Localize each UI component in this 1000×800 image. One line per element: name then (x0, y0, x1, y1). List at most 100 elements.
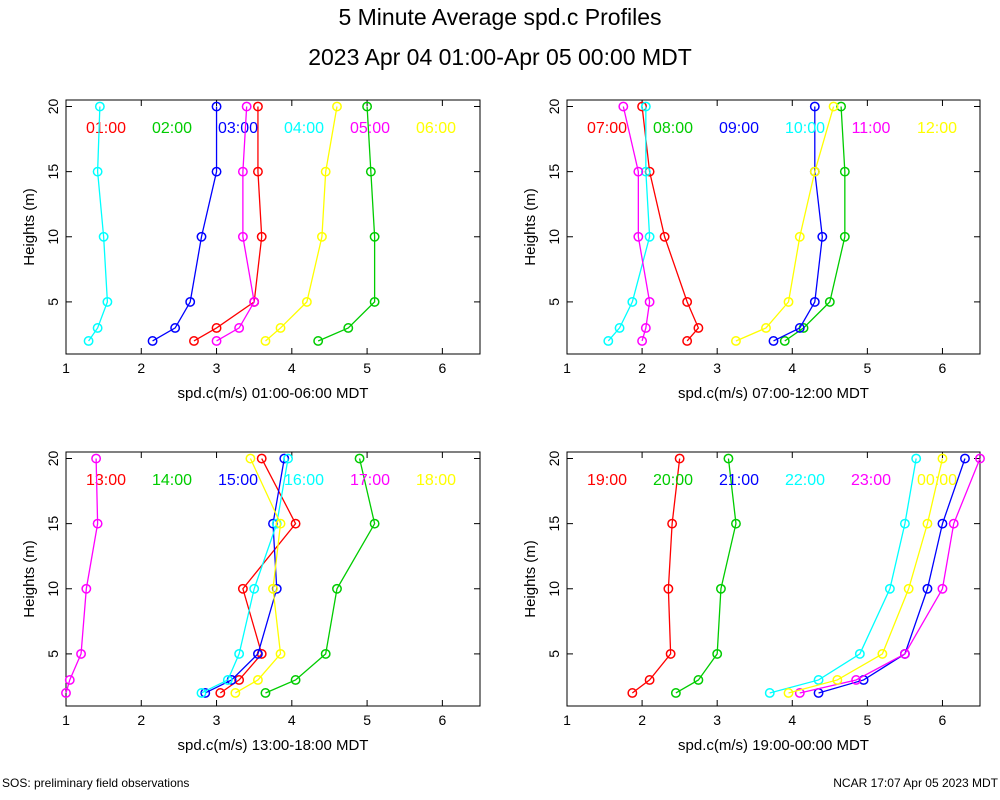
legend-entry: 13:00 (86, 472, 126, 489)
y-axis-label: Heights (m) (21, 540, 38, 618)
data-point (903, 583, 914, 594)
series-line-1000 (607, 106, 651, 342)
series-line-2000 (675, 458, 737, 694)
data-point (670, 688, 681, 698)
legend-entry: 19:00 (587, 472, 627, 489)
series-line-2300 (799, 458, 981, 694)
data-point (332, 583, 342, 594)
data-point (313, 336, 324, 346)
data-point (189, 336, 199, 346)
data-point (252, 166, 263, 177)
data-point (627, 296, 638, 307)
data-point (92, 518, 103, 529)
data-point (712, 648, 723, 659)
data-point (832, 674, 843, 685)
data-point (234, 322, 245, 333)
x-tick-label: 5 (363, 360, 371, 376)
x-tick-label: 5 (363, 712, 371, 728)
data-point (618, 101, 629, 112)
plot-frame (65, 451, 481, 707)
chart-title: 5 Minute Average spd.c Profiles (338, 4, 662, 30)
x-tick-label: 1 (62, 360, 70, 376)
data-point (948, 518, 959, 529)
x-tick-label: 3 (713, 712, 721, 728)
series-line-1500 (204, 458, 285, 694)
legend-entry: 17:00 (350, 472, 390, 489)
data-point (275, 518, 286, 529)
data-point (884, 583, 895, 594)
data-point (222, 674, 233, 685)
data-point (828, 101, 839, 112)
legend-entry: 06:00 (416, 120, 456, 137)
series-line-1400 (265, 458, 376, 694)
plot-frame (566, 99, 981, 355)
x-tick-label: 4 (288, 360, 296, 376)
x-axis-label: spd.c(m/s) 19:00-00:00 MDT (678, 737, 869, 754)
data-point (851, 674, 862, 685)
series-line-1100 (622, 106, 651, 342)
data-point (693, 674, 704, 685)
x-tick-label: 2 (638, 712, 646, 728)
data-point (237, 166, 248, 177)
data-point (211, 322, 222, 333)
data-point (275, 648, 286, 659)
data-point (682, 336, 693, 346)
data-point (794, 322, 805, 333)
legend-entry: 12:00 (917, 120, 957, 137)
legend-entry: 00:00 (917, 472, 957, 489)
series-line-1900 (631, 458, 681, 694)
data-point (640, 166, 651, 177)
data-point (211, 166, 222, 177)
series-line-1700 (65, 458, 99, 694)
data-point (76, 648, 87, 659)
data-point (937, 453, 948, 464)
data-point (836, 101, 847, 112)
data-point (200, 688, 211, 698)
data-point (260, 688, 271, 698)
legend-entry: 03:00 (218, 120, 258, 137)
panel-2: 1 2 3 4 5 6 5 10 15 20 spd.c(m/s) 07:00-12:00 MDT H… (522, 99, 981, 402)
series-line-0300 (152, 106, 218, 342)
data-point (809, 296, 820, 307)
data-point (794, 231, 805, 242)
data-point (627, 688, 638, 698)
series-line-1200 (735, 106, 835, 342)
y-tick-label: 20 (45, 99, 61, 115)
data-point (234, 648, 245, 659)
data-point (783, 688, 794, 698)
data-point (369, 231, 380, 242)
data-point (64, 674, 75, 685)
y-tick-label: 5 (546, 650, 562, 658)
legend-entry: 02:00 (152, 120, 192, 137)
data-point (354, 453, 365, 464)
data-point (260, 336, 271, 346)
data-point (301, 296, 312, 307)
y-tick-label: 5 (45, 298, 61, 306)
data-point (245, 453, 256, 464)
data-point (320, 648, 331, 659)
footer-source-note: SOS: preliminary field observations (2, 776, 190, 790)
data-point (362, 101, 373, 112)
data-point (960, 453, 970, 464)
data-point (854, 648, 865, 659)
data-point (91, 453, 102, 464)
data-point (839, 166, 850, 177)
data-point (241, 101, 252, 112)
data-point (809, 166, 820, 177)
data-point (147, 336, 158, 346)
data-point (98, 231, 109, 242)
data-point (81, 583, 92, 594)
data-point (813, 674, 824, 685)
data-point (268, 583, 278, 594)
y-tick-label: 5 (546, 298, 562, 306)
legend-entry: 15:00 (218, 472, 258, 489)
data-point (922, 518, 933, 529)
data-point (92, 322, 103, 333)
data-point (937, 518, 948, 529)
data-point (320, 166, 331, 177)
data-point (663, 583, 674, 594)
data-point (252, 101, 263, 112)
data-point (644, 231, 655, 242)
legend-entry: 20:00 (653, 472, 693, 489)
data-point (637, 336, 648, 346)
